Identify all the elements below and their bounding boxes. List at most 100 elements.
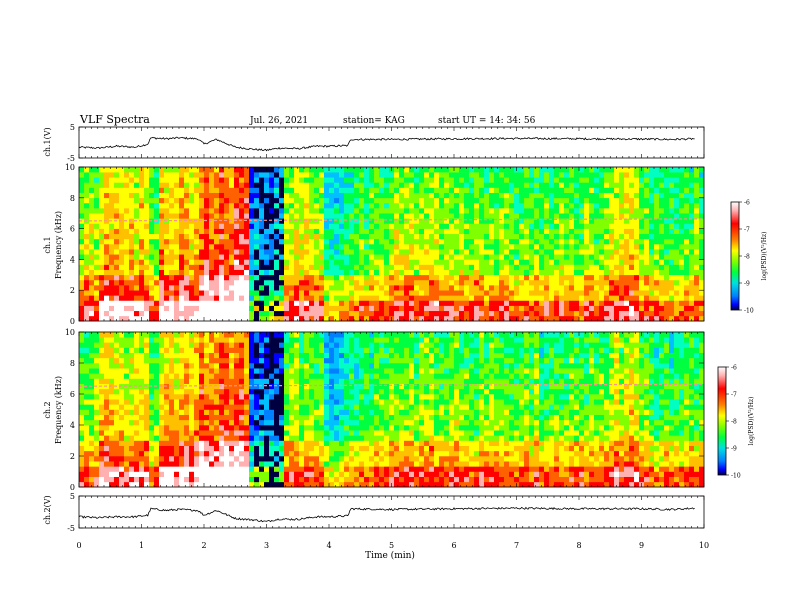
spectrogram-cell: [164, 202, 170, 209]
spectrogram-cell: [519, 213, 525, 219]
spectrogram-cell: [669, 172, 675, 178]
spectrogram-cell: [249, 197, 255, 204]
spectrogram-cell: [99, 167, 105, 173]
spectrogram-cell: [664, 244, 670, 250]
spectrogram-cell: [624, 310, 630, 317]
spectrogram-cell: [639, 300, 645, 306]
spectrogram-cell: [309, 213, 315, 219]
spectrogram-cell: [589, 187, 595, 193]
spectrogram-cell: [104, 430, 110, 436]
spectrogram-cell: [129, 357, 135, 364]
spectrogram-cell: [439, 244, 445, 250]
spectrogram-cell: [574, 197, 580, 204]
spectrogram-cell: [604, 228, 610, 235]
spectrogram-cell: [204, 269, 210, 276]
spectrogram-cell: [569, 279, 575, 286]
spectrogram-cell: [649, 315, 655, 322]
spectrogram-cell: [139, 425, 145, 431]
spectrogram-cell: [439, 315, 445, 322]
spectrogram-cell: [509, 182, 515, 188]
spectrogram-cell: [159, 481, 165, 488]
spectrogram-cell: [694, 274, 700, 281]
spectrogram-cell: [519, 254, 525, 260]
spectrogram-cell: [509, 305, 515, 312]
spectrogram-cell: [194, 430, 200, 436]
spectrogram-cell: [369, 315, 375, 322]
spectrogram-cell: [614, 274, 620, 281]
spectrogram-cell: [299, 202, 305, 209]
spectrogram-cell: [179, 290, 185, 296]
spectrogram-cell: [569, 213, 575, 219]
spectrogram-cell: [654, 285, 660, 291]
spectrogram-cell: [334, 310, 340, 317]
spectrogram-cell: [689, 254, 695, 260]
spectrogram-cell: [374, 254, 380, 260]
spectrogram-cell: [244, 244, 250, 250]
spectrogram-cell: [199, 404, 205, 410]
spectrogram-cell: [234, 315, 240, 322]
spectrogram-cell: [179, 368, 185, 374]
spectrogram-cell: [154, 228, 160, 235]
spectrogram-cell: [539, 213, 545, 219]
spectrogram-cell: [204, 388, 210, 395]
spectrogram-cell: [674, 269, 680, 276]
spectrogram-cell: [489, 249, 495, 255]
spectrogram-cell: [324, 208, 330, 214]
spectrogram-cell: [114, 295, 120, 301]
spectrogram-cell: [164, 414, 170, 421]
spectrogram-cell: [654, 182, 660, 188]
spectrogram-cell: [319, 269, 325, 276]
spectrogram-cell: [439, 213, 445, 219]
spectrogram-cell: [594, 187, 600, 193]
spectrogram-cell: [149, 208, 155, 214]
spectrogram-cell: [144, 285, 150, 291]
spectrogram-cell: [364, 259, 370, 265]
spectrogram-cell: [84, 388, 90, 395]
spectrogram-cell: [329, 182, 335, 188]
spectrogram-cell: [194, 290, 200, 296]
spectrogram-cell: [409, 218, 415, 224]
spectrogram-cell: [519, 300, 525, 306]
spectrogram-cell: [199, 167, 205, 173]
spectrogram-cell: [424, 295, 430, 301]
spectrogram-cell: [179, 357, 185, 364]
spectrogram-cell: [254, 254, 260, 260]
spectrogram-cell: [609, 300, 615, 306]
spectrogram-cell: [109, 285, 115, 291]
spectrogram-cell: [189, 425, 195, 431]
spectrogram-cell: [229, 269, 235, 276]
spectrogram-cell: [169, 435, 175, 441]
spectrogram-cell: [489, 167, 495, 173]
spectrogram-cell: [589, 213, 595, 219]
spectrogram-cell: [394, 197, 400, 204]
spectrogram-cell: [509, 290, 515, 296]
spectrogram-cell: [459, 305, 465, 312]
spectrogram-cell: [149, 342, 155, 348]
spectrogram-cell: [664, 290, 670, 296]
spectrogram-cell: [699, 244, 705, 250]
spectrogram-cell: [479, 315, 485, 322]
spectrogram-cell: [94, 285, 100, 291]
spectrogram-cell: [154, 373, 160, 379]
spectrogram-cell: [359, 213, 365, 219]
spectrogram-cell: [139, 244, 145, 250]
spectrogram-cell: [249, 192, 255, 199]
spectrogram-cell: [119, 388, 125, 395]
spectrogram-cell: [479, 223, 485, 229]
spectrogram-cell: [649, 310, 655, 317]
spectrogram-cell: [569, 233, 575, 240]
spectrogram-cell: [339, 290, 345, 296]
spectrogram-cell: [409, 300, 415, 306]
spectrogram-cell: [549, 182, 555, 188]
spectrogram-cell: [474, 167, 480, 173]
spectrogram-cell: [259, 254, 265, 260]
spectrogram-cell: [349, 305, 355, 312]
spectrogram-cell: [374, 172, 380, 178]
spectrogram-cell: [119, 435, 125, 441]
spectrogram-cell: [169, 223, 175, 229]
spectrogram-cell: [374, 208, 380, 214]
spectrogram-cell: [569, 315, 575, 322]
spectrogram-cell: [504, 305, 510, 312]
spectrogram-cell: [529, 244, 535, 250]
spectrogram-cell: [384, 223, 390, 229]
